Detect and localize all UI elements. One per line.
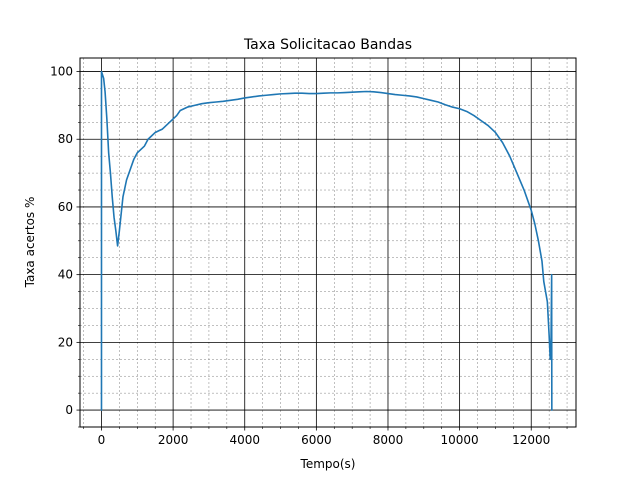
x-tick-label: 8000 [373, 433, 404, 447]
x-tick-label: 2000 [158, 433, 189, 447]
tick-labels-layer: 0 2000 4000 6000 8000 10000 12000 0 20 40 60 80 100 [50, 65, 550, 447]
series-layer [100, 70, 553, 411]
x-tick-label: 4000 [229, 433, 260, 447]
y-tick-label: 0 [65, 403, 73, 417]
plot-frame [79, 57, 577, 428]
y-tick-label: 40 [58, 268, 73, 282]
ticks-layer [76, 71, 568, 431]
y-axis-label: Taxa acertos % [23, 197, 37, 289]
x-tick-label: 12000 [512, 433, 550, 447]
x-axis-label: Tempo(s) [300, 457, 356, 471]
x-tick-label: 6000 [301, 433, 332, 447]
y-tick-label: 20 [58, 335, 73, 349]
y-tick-label: 60 [58, 200, 73, 214]
chart-title: Taxa Solicitacao Bandas [243, 37, 412, 53]
y-tick-label: 100 [50, 65, 73, 79]
x-tick-label: 0 [98, 433, 106, 447]
plot-area-background [80, 58, 576, 427]
y-tick-label: 80 [58, 132, 73, 146]
x-tick-label: 10000 [441, 433, 479, 447]
series-line [100, 70, 553, 411]
